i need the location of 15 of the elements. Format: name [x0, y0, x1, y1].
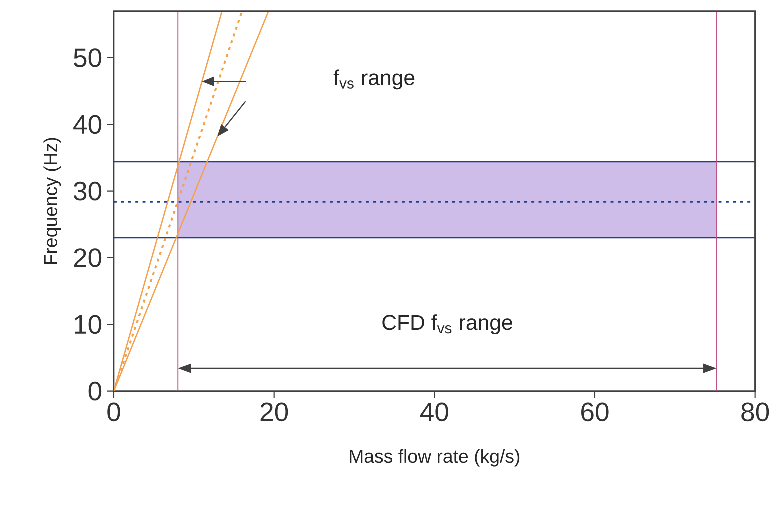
x-tick-label: 60	[582, 402, 609, 422]
y-tick-label: 0	[88, 382, 102, 401]
x-tick-label: 40	[420, 402, 448, 422]
y-tick-label: 20	[74, 248, 102, 268]
x-tick-label: 0	[108, 402, 120, 422]
annotation: CFD f$_{vs}$ range	[382, 314, 512, 334]
y-axis-title: Frequency (Hz)	[44, 138, 62, 264]
y-tick-label: 50	[74, 48, 102, 68]
x-axis-title: Mass flow rate (kg/s)	[350, 449, 520, 467]
x-tick-label: 20	[260, 402, 288, 422]
y-tick-label: 40	[74, 115, 102, 134]
annotation: f$_{vs}$ range	[334, 70, 415, 90]
x-tick-label: 80	[742, 402, 770, 422]
y-tick-label: 30	[74, 182, 102, 201]
y-tick-label: 10	[74, 315, 102, 334]
